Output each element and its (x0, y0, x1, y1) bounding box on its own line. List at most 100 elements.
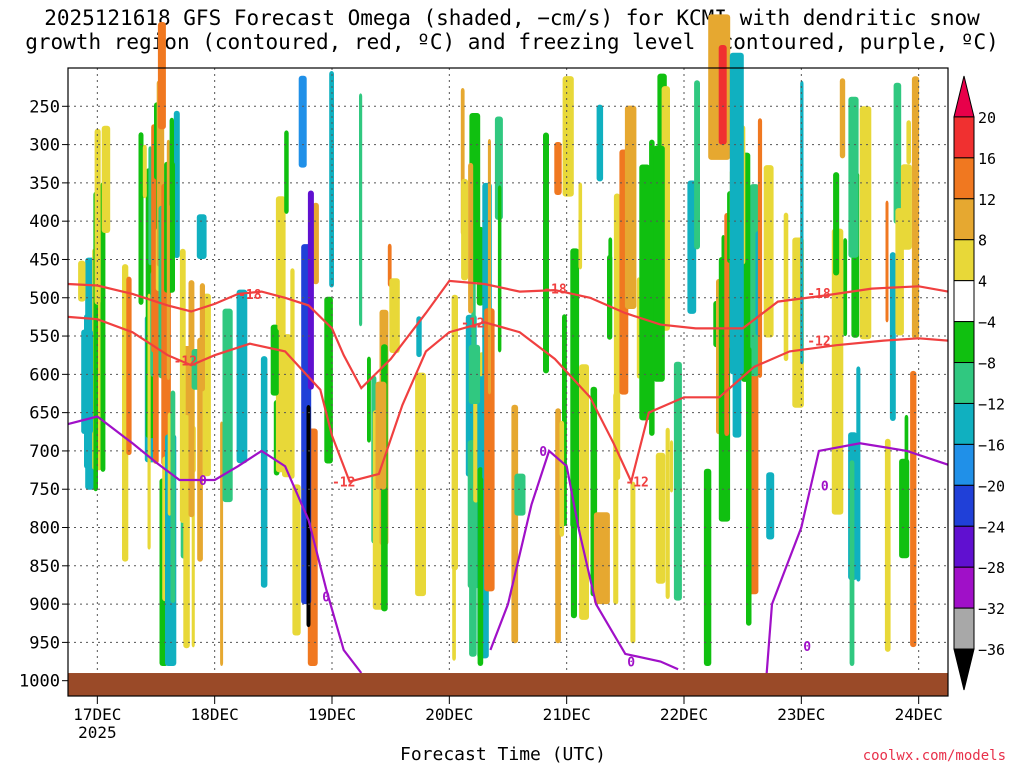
y-tick-label: 300 (29, 136, 60, 156)
omega-streak (199, 283, 205, 392)
omega-streak (578, 182, 583, 270)
omega-streak (312, 202, 319, 285)
colorbar-swatch (953, 362, 975, 404)
colorbar-label: 4 (978, 273, 987, 291)
omega-streak (694, 80, 700, 250)
omega-streak (290, 268, 295, 479)
omega-streak (277, 224, 283, 331)
omega-streak (100, 182, 106, 472)
omega-core (718, 45, 727, 145)
omega-streak (497, 185, 502, 353)
contour-line (765, 442, 949, 681)
x-tick-label: 24DEC (895, 705, 943, 724)
omega-streak (282, 334, 292, 478)
colorbar-swatch (953, 321, 975, 364)
omega-streak (484, 308, 495, 592)
contour-label: -18 (238, 288, 262, 303)
contour-line (67, 415, 363, 674)
colorbar-label: −20 (978, 477, 1005, 495)
omega-streak (473, 396, 479, 503)
colorbar-swatch (953, 484, 975, 527)
y-tick-label: 350 (29, 174, 60, 194)
x-tick-label: 18DEC (191, 705, 239, 724)
credit-link[interactable]: coolwx.com/models (862, 748, 1006, 764)
colorbar-label: −24 (978, 518, 1005, 536)
omega-streak (721, 235, 726, 349)
omega-core (157, 22, 166, 130)
contour-label: -12 (807, 335, 830, 350)
omega-streak (270, 324, 279, 396)
y-tick-label: 900 (29, 595, 60, 615)
omega-streak (687, 180, 697, 314)
omega-streak (166, 139, 170, 380)
omega-streak (899, 458, 910, 559)
contour-label: -18 (807, 287, 831, 302)
y-tick-label: 800 (29, 519, 60, 539)
chart-title: 2025121618 GFS Forecast Omega (shaded, −… (0, 6, 1024, 54)
colorbar-label: −36 (978, 641, 1005, 659)
omega-streak (387, 243, 392, 287)
omega-streak (461, 178, 469, 281)
omega-streak (78, 260, 86, 302)
omega-streak (153, 249, 159, 464)
colorbar-swatch (953, 198, 975, 241)
colorbar-swatch (953, 443, 975, 486)
chart-title-line2: growth region (contoured, red, ºC) and f… (25, 30, 999, 54)
colorbar-label: −28 (978, 559, 1005, 577)
omega-streak (766, 472, 775, 540)
omega-streak (596, 104, 604, 182)
contour-label: 0 (821, 479, 829, 494)
omega-streak (655, 452, 666, 584)
x-tick-label: 17DEC (73, 705, 121, 724)
omega-streak (889, 252, 896, 421)
colorbar-label: 16 (978, 150, 996, 168)
contour-label: -12 (332, 476, 355, 491)
colorbar-label: −4 (978, 314, 996, 332)
omega-streak (138, 132, 144, 305)
y-tick-label: 750 (29, 480, 60, 500)
omega-streak (884, 438, 891, 652)
omega-streak (188, 280, 195, 518)
omega-streak (653, 145, 665, 382)
x-tick-label: 19DEC (308, 705, 356, 724)
colorbar-swatch (953, 157, 975, 200)
contour-line (489, 448, 679, 671)
omega-streak (724, 213, 730, 436)
omega-streak (196, 214, 207, 259)
omega-streak (673, 361, 682, 601)
omega-streak (284, 130, 289, 214)
y-tick-label: 400 (29, 212, 60, 232)
omega-streak (893, 82, 902, 224)
colorbar-arrow-top (953, 75, 975, 118)
omega-streak (260, 356, 268, 588)
omega-streak (554, 142, 562, 195)
omega-streak (416, 316, 422, 358)
y-tick-label: 650 (29, 404, 60, 424)
colorbar-label: 12 (978, 191, 996, 209)
omega-streak (389, 278, 400, 353)
omega-streak (579, 364, 589, 620)
omega-streak (570, 430, 577, 619)
omega-streak (848, 96, 859, 258)
contour-label: 0 (627, 656, 635, 671)
y-tick-label: 850 (29, 557, 60, 577)
y-tick-label: 250 (29, 97, 60, 117)
omega-streak (367, 356, 371, 443)
contour-label: -12 (174, 355, 197, 370)
omega-streak (911, 76, 920, 339)
omega-streak (148, 146, 152, 266)
omega-streak (649, 139, 655, 436)
omega-streak (101, 125, 111, 233)
omega-core (593, 512, 610, 605)
omega-streak (220, 421, 224, 666)
y-tick-label: 500 (29, 289, 60, 309)
x-tick-label: 20DEC (425, 705, 473, 724)
y-tick-label: 450 (29, 250, 60, 270)
omega-streak (843, 238, 848, 337)
omega-streak (904, 414, 909, 473)
plot-frame (67, 67, 949, 697)
terrain-surface (68, 673, 948, 696)
omega-streak (197, 337, 203, 562)
omega-streak (856, 366, 861, 582)
